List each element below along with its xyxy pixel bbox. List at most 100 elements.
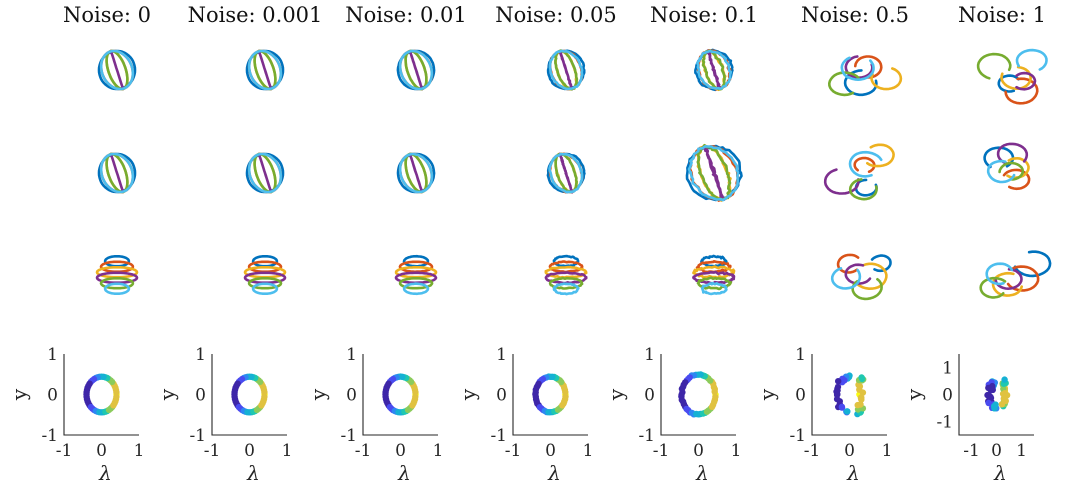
trajectory-panel xyxy=(694,48,734,92)
trajectory-curve xyxy=(544,265,588,279)
column-title: Noise: 0.01 xyxy=(345,3,466,27)
scatter-point xyxy=(835,378,842,385)
y-tick-label: 0 xyxy=(195,386,206,406)
trajectory-curve xyxy=(99,260,135,273)
trajectory-curve xyxy=(870,254,892,273)
x-tick-label: 0 xyxy=(844,441,855,461)
trajectory-curve xyxy=(552,254,580,268)
trajectory-curve xyxy=(402,282,430,296)
trajectory-curve xyxy=(854,55,883,79)
scatter-point xyxy=(858,374,865,381)
x-tick-label: 0 xyxy=(395,441,406,461)
trajectory-curve xyxy=(870,67,903,91)
trajectory-curve xyxy=(687,145,740,202)
trajectory-curve xyxy=(700,254,728,268)
trajectory-panel xyxy=(95,255,139,295)
trajectory-panel xyxy=(396,49,436,91)
y-axis-label: y xyxy=(456,388,480,401)
trajectory-curve xyxy=(95,271,139,284)
scatter-point xyxy=(991,403,998,410)
trajectory-curve xyxy=(696,276,733,291)
scatter-point xyxy=(857,401,864,408)
trajectory-curve xyxy=(692,270,736,285)
trajectory-panel xyxy=(979,250,1052,299)
y-tick-label: 1 xyxy=(942,359,953,379)
trajectory-curve xyxy=(548,152,584,194)
trajectory-curve xyxy=(247,277,283,290)
y-axis-label: y xyxy=(306,388,330,401)
x-tick-label: 0 xyxy=(244,441,255,461)
scatter-point xyxy=(856,383,864,390)
axis-lines xyxy=(512,354,588,436)
x-axis-label: λ xyxy=(993,461,1007,485)
x-tick-label: 1 xyxy=(1016,441,1027,461)
trajectory-curve xyxy=(1013,250,1052,278)
trajectory-curve xyxy=(985,262,1014,286)
trajectory-panel xyxy=(396,152,436,194)
y-tick-label: -1 xyxy=(936,413,953,433)
trajectory-curve xyxy=(408,49,424,91)
trajectory-curve xyxy=(823,168,860,195)
scatter-point xyxy=(1001,390,1008,397)
trajectory-panel xyxy=(97,152,137,194)
trajectory-curve xyxy=(558,152,574,194)
x-tick-label: 1 xyxy=(583,441,594,461)
y-tick-label: 0 xyxy=(795,386,806,406)
trajectory-curve xyxy=(548,49,584,91)
trajectory-curve xyxy=(398,260,434,274)
trajectory-curve xyxy=(103,255,131,268)
y-tick-label: -1 xyxy=(789,426,806,446)
y-tick-label: 1 xyxy=(346,345,357,365)
trajectory-curve xyxy=(103,282,131,295)
x-tick-label: -1 xyxy=(653,441,670,461)
x-tick-label: 1 xyxy=(882,441,893,461)
trajectory-curve xyxy=(558,49,574,91)
trajectory-curve xyxy=(408,152,424,194)
trajectory-curve xyxy=(398,152,434,194)
trajectory-curve xyxy=(836,253,860,274)
y-tick-label: -1 xyxy=(638,426,655,446)
trajectory-curve xyxy=(257,152,273,194)
trajectory-curve xyxy=(394,271,438,285)
trajectory-panel xyxy=(692,254,736,296)
scatter-point xyxy=(1001,376,1008,383)
trajectory-curve xyxy=(243,271,287,284)
trajectory-curve xyxy=(552,282,580,296)
trajectory-curve xyxy=(99,152,135,194)
y-tick-label: 0 xyxy=(496,386,507,406)
y-tick-label: -1 xyxy=(490,426,507,446)
x-axis-label: λ xyxy=(846,461,860,485)
trajectory-curve xyxy=(696,49,733,90)
trajectory-curve xyxy=(109,152,125,194)
y-tick-label: 0 xyxy=(346,386,357,406)
y-tick-label: 1 xyxy=(47,345,58,365)
trajectory-curve xyxy=(95,266,139,279)
scatter-point xyxy=(261,393,268,400)
x-axis-label: λ xyxy=(397,461,411,485)
trajectory-curve xyxy=(548,260,584,274)
x-axis-label: λ xyxy=(547,461,561,485)
column-title: Noise: 0 xyxy=(63,3,151,27)
y-axis-label: y xyxy=(902,388,926,401)
x-tick-label: -1 xyxy=(56,441,73,461)
trajectory-curve xyxy=(866,143,895,168)
trajectory-curve xyxy=(844,55,874,79)
trajectory-curve xyxy=(398,49,434,91)
axis-lines xyxy=(660,354,736,436)
trajectory-panel xyxy=(546,49,586,91)
scatter-point xyxy=(858,394,865,401)
trajectory-panel xyxy=(245,49,285,91)
trajectory-curve xyxy=(706,49,722,90)
trajectory-panel xyxy=(544,254,588,296)
trajectory-curve xyxy=(695,260,732,274)
x-axis-label: λ xyxy=(695,461,709,485)
trajectory-panel xyxy=(685,144,743,202)
trajectory-curve xyxy=(840,56,875,81)
trajectory-curve xyxy=(99,49,135,91)
